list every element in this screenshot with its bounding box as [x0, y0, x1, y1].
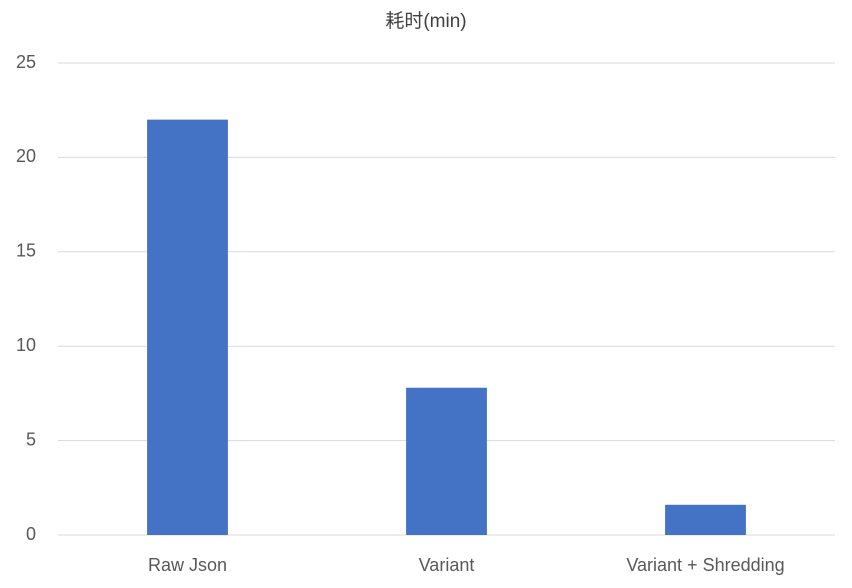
- x-tick-label: Variant: [419, 555, 475, 575]
- bar: [406, 387, 487, 535]
- y-tick-label: 25: [16, 52, 36, 72]
- y-tick-label: 0: [26, 524, 36, 544]
- x-tick-label: Variant + Shredding: [626, 555, 784, 575]
- y-tick-label: 15: [16, 241, 36, 261]
- bar: [147, 119, 228, 535]
- y-tick-label: 5: [26, 429, 36, 449]
- chart-title: 耗时(min): [385, 10, 466, 32]
- bar: [665, 504, 746, 535]
- y-tick-label: 10: [16, 335, 36, 355]
- y-tick-label: 20: [16, 146, 36, 166]
- x-tick-label: Raw Json: [148, 555, 227, 575]
